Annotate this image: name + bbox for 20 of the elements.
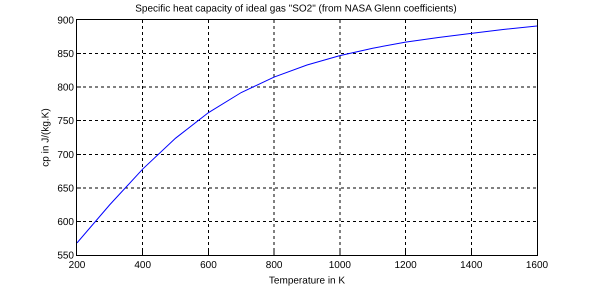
y-tick-label: 900 [57,16,74,26]
x-tick-label: 1200 [394,260,418,271]
y-tick-label: 550 [57,250,74,262]
x-tick-label: 400 [134,260,152,271]
y-tick-label: 700 [57,150,74,161]
y-axis-title: cp in J/(kg.K) [40,108,52,167]
x-tick-label: 1600 [526,260,549,271]
x-tick-label: 800 [266,260,283,271]
y-tick-label: 850 [57,49,74,60]
x-tick-label: 1000 [328,260,352,271]
line-series [77,26,537,244]
chart-title: Specific heat capacity of ideal gas "SO2" (from NASA Glenn coefficients) [135,3,457,14]
y-tick-label: 750 [57,116,74,128]
y-tick-label: 600 [57,216,74,228]
y-tick-label: 650 [57,183,74,194]
x-tick-label: 600 [200,260,218,271]
x-tick-label: 200 [68,260,86,271]
x-tick-label: 1400 [460,260,483,271]
y-tick-label: 800 [57,82,74,94]
x-axis-title: Temperature in K [268,276,346,286]
